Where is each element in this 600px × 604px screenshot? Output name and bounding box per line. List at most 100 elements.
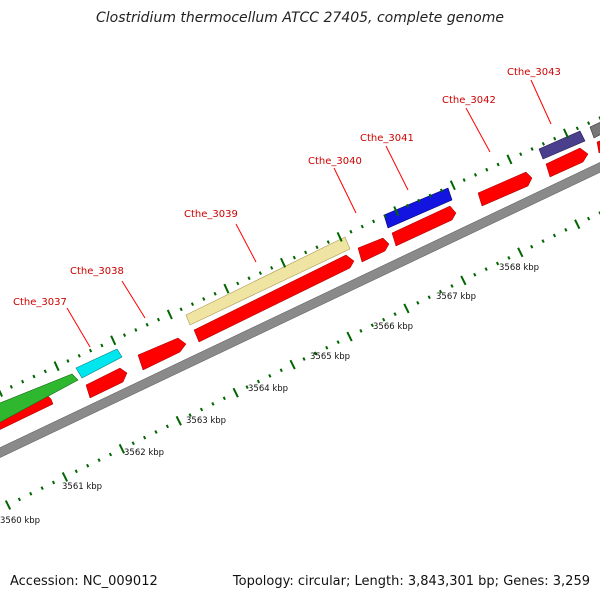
minor-tick	[393, 312, 397, 316]
minor-tick	[360, 224, 364, 229]
minor-tick	[199, 407, 204, 412]
minor-tick	[417, 198, 421, 203]
major-tick	[110, 335, 117, 346]
gene-label[interactable]: Cthe_3038	[70, 266, 124, 277]
minor-tick	[302, 357, 306, 361]
cds-arrow[interactable]	[85, 367, 128, 399]
minor-tick	[473, 272, 477, 277]
gene-label[interactable]: Cthe_3039	[184, 209, 238, 220]
kbp-label: 3568 kbp	[499, 263, 539, 273]
kbp-label: 3565 kbp	[310, 352, 350, 362]
cds-arrow[interactable]	[596, 139, 600, 154]
cds-arrow[interactable]	[357, 237, 390, 263]
leader-line	[66, 307, 91, 348]
kbp-labels: 3560 kbp 3561 kbp 3562 kbp 3563 kbp 3564…	[0, 263, 539, 526]
feature-track	[0, 120, 600, 425]
cds-arrow[interactable]	[391, 205, 457, 247]
minor-tick	[336, 340, 340, 345]
genes-text: Genes: 3,259	[503, 574, 590, 589]
feature-slate[interactable]	[538, 130, 586, 160]
minor-tick	[43, 369, 47, 374]
minor-tick	[587, 216, 591, 221]
cds-arrow[interactable]	[545, 147, 589, 178]
minor-tick	[349, 229, 353, 234]
genome-title: Clostridium thermocellum ATCC 27405, com…	[96, 10, 504, 26]
minor-tick	[495, 261, 500, 266]
gene-label[interactable]: Cthe_3042	[442, 95, 496, 106]
minor-tick	[541, 239, 545, 243]
major-tick	[346, 331, 353, 342]
gene-label[interactable]: Cthe_3040	[308, 156, 362, 167]
major-tick	[574, 219, 581, 230]
minor-tick	[450, 284, 454, 288]
minor-tick	[156, 317, 161, 322]
tick-row-upper	[0, 116, 600, 397]
minor-tick	[268, 373, 272, 378]
minor-tick	[575, 126, 579, 131]
gene-label[interactable]: Cthe_3043	[507, 67, 561, 78]
major-tick	[460, 275, 467, 286]
minor-tick	[279, 368, 283, 373]
leader-line	[385, 145, 409, 191]
leader-line	[121, 280, 146, 319]
major-tick	[517, 247, 524, 258]
feature-cyan[interactable]	[75, 348, 123, 379]
minor-tick	[131, 441, 135, 446]
minor-tick	[213, 291, 217, 296]
minor-tick	[439, 289, 443, 294]
major-tick	[393, 206, 400, 217]
kbp-label: 3566 kbp	[373, 322, 413, 332]
minor-tick	[416, 300, 420, 305]
major-tick	[280, 257, 287, 268]
leader-line	[465, 107, 491, 153]
major-tick	[53, 361, 60, 372]
feature-grey[interactable]	[589, 120, 600, 139]
minor-tick	[530, 244, 534, 249]
kbp-label: 3561 kbp	[62, 482, 102, 492]
leader-line	[333, 167, 357, 214]
cds-arrow[interactable]	[137, 337, 187, 371]
major-tick	[0, 389, 3, 397]
minor-tick	[439, 188, 444, 193]
minor-tick	[587, 121, 591, 126]
minor-tick	[17, 497, 21, 502]
feature-khaki[interactable]	[185, 236, 351, 326]
minor-tick	[88, 348, 93, 353]
minor-tick	[21, 379, 25, 384]
minor-tick	[292, 255, 296, 260]
minor-tick	[428, 193, 432, 198]
accession-text: Accession: NC_009012	[10, 574, 158, 589]
gene-label[interactable]: Cthe_3037	[13, 297, 67, 308]
minor-tick	[541, 141, 545, 146]
minor-tick	[315, 245, 319, 250]
gene-label[interactable]: Cthe_3041	[360, 133, 414, 144]
minor-tick	[165, 424, 169, 429]
major-tick	[232, 387, 239, 398]
major-tick	[289, 359, 296, 370]
cds-arrow[interactable]	[477, 171, 533, 207]
minor-tick	[190, 302, 195, 306]
major-tick	[175, 415, 182, 426]
cds-arrow[interactable]	[193, 254, 355, 343]
minor-tick	[304, 250, 308, 255]
minor-tick	[507, 256, 511, 260]
minor-tick	[29, 491, 33, 496]
feature-blue[interactable]	[383, 187, 453, 229]
minor-tick	[359, 329, 363, 333]
gene-labels: Cthe_3037 Cthe_3038 Cthe_3039 Cthe_3040 …	[13, 67, 561, 308]
minor-tick	[485, 167, 489, 172]
minor-tick	[108, 452, 113, 457]
minor-tick	[134, 328, 138, 332]
major-tick	[166, 309, 173, 320]
minor-tick	[51, 480, 56, 485]
minor-tick	[496, 162, 500, 167]
minor-tick	[313, 351, 317, 356]
minor-tick	[154, 430, 158, 434]
minor-tick	[519, 152, 523, 157]
minor-tick	[564, 227, 568, 232]
minor-tick	[552, 233, 557, 238]
topology-text: Topology: circular;	[232, 574, 351, 589]
kbp-label: 3563 kbp	[186, 416, 226, 426]
feature-green[interactable]	[0, 373, 79, 425]
